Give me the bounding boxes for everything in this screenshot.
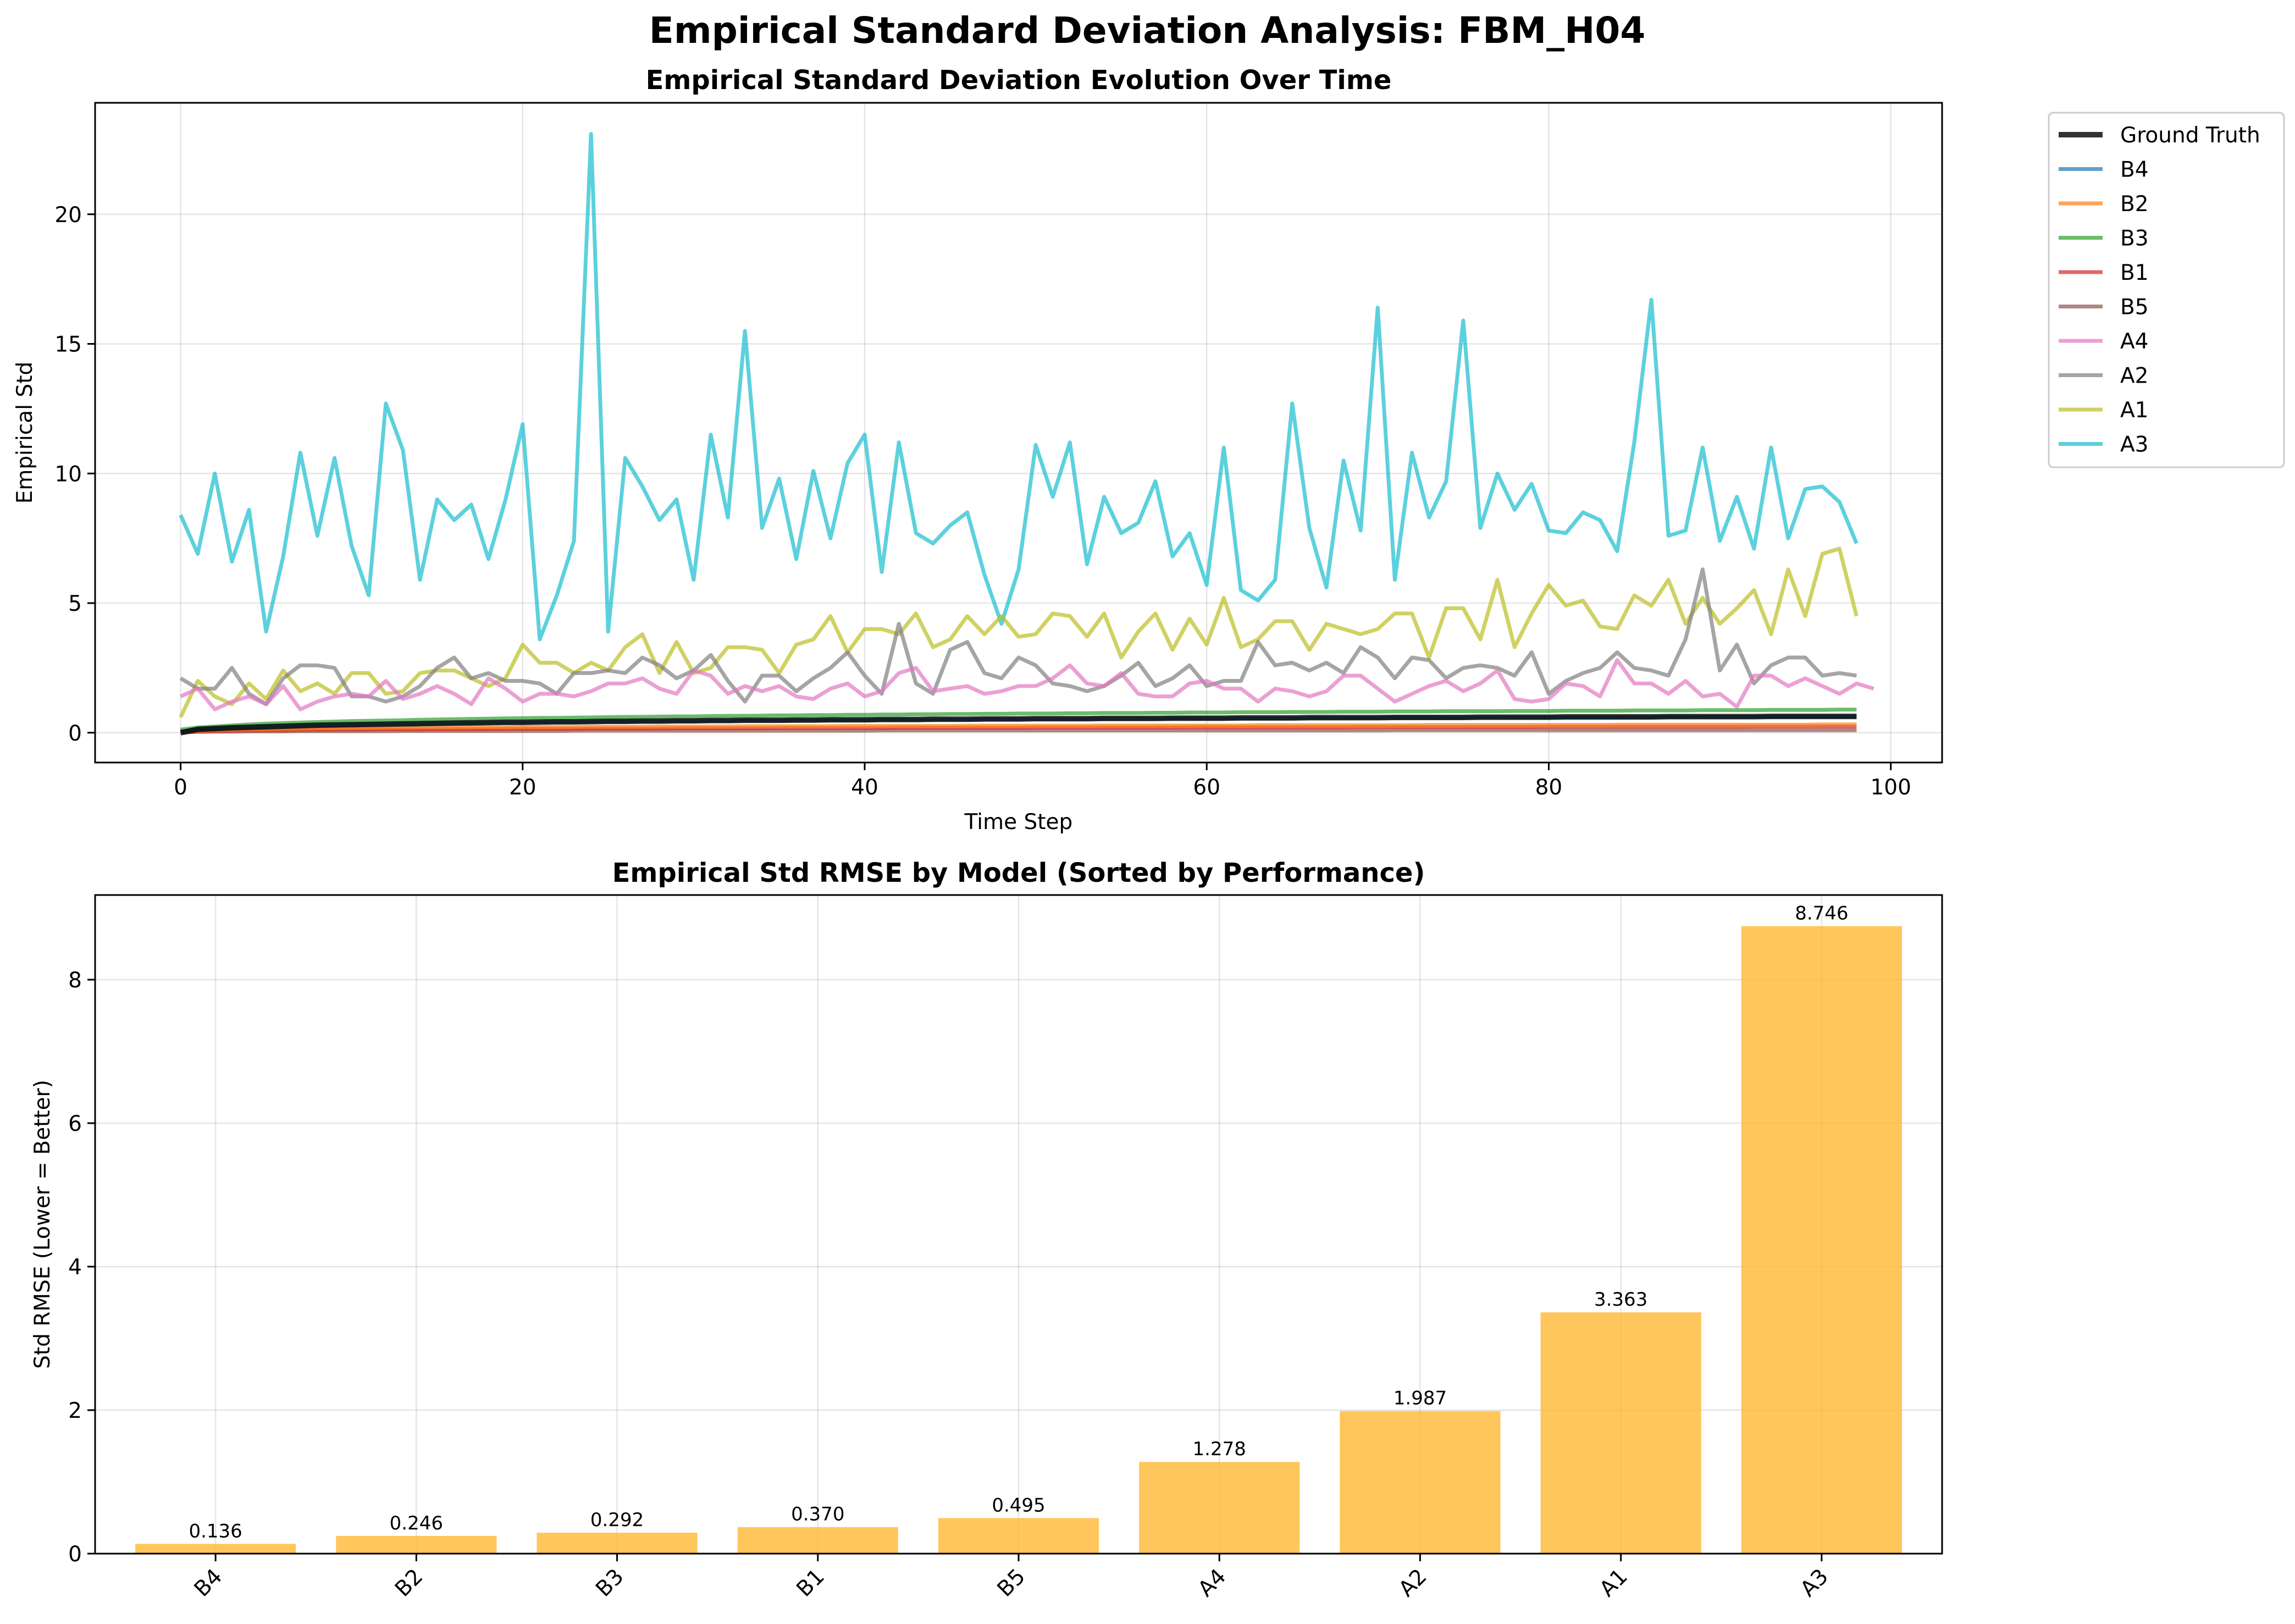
legend-label: A3 — [2120, 433, 2149, 457]
legend-label: B4 — [2120, 158, 2149, 183]
legend-label: B3 — [2120, 227, 2149, 251]
x-tick-label: 80 — [1535, 775, 1563, 800]
y-tick-label: 5 — [68, 592, 82, 616]
y-tick-label: 15 — [54, 333, 82, 357]
series-line-b2 — [180, 722, 1857, 734]
legend-label: B2 — [2120, 192, 2149, 217]
bar-chart: Empirical Std RMSE by Model (Sorted by P… — [30, 858, 1943, 1602]
y-tick-label: 4 — [68, 1255, 82, 1280]
bar-value-label: 0.370 — [791, 1504, 844, 1526]
y-tick-label: 2 — [68, 1399, 82, 1423]
line-chart: Empirical Standard Deviation Evolution O… — [13, 65, 2285, 835]
series-line-ground-truth — [180, 714, 1857, 736]
bar-value-label: 3.363 — [1594, 1289, 1647, 1311]
y-tick-label: 0 — [68, 721, 82, 746]
legend-frame — [2048, 112, 2285, 468]
x-tick-label: 40 — [851, 775, 878, 800]
legend-label: Ground Truth — [2120, 123, 2260, 148]
y-tick-label: 6 — [68, 1112, 82, 1136]
line-chart-axes-frame — [94, 102, 1943, 764]
x-tick-label: 60 — [1193, 775, 1220, 800]
x-tick-label: 100 — [1870, 775, 1911, 800]
line-chart-title: Empirical Standard Deviation Evolution O… — [646, 65, 1392, 96]
y-tick-label: 10 — [54, 462, 82, 487]
bar-value-label: 0.246 — [390, 1512, 443, 1534]
line-chart-series-group — [179, 132, 1874, 736]
legend-label: A2 — [2120, 364, 2149, 389]
y-tick-label: 20 — [54, 203, 82, 228]
series-line-a1 — [179, 546, 1859, 718]
bar-chart-title: Empirical Std RMSE by Model (Sorted by P… — [612, 858, 1425, 888]
bar-b5 — [938, 1518, 1099, 1554]
line-chart-ylabel: Empirical Std — [13, 362, 37, 504]
line-chart-gridlines — [95, 103, 1942, 763]
legend-label: A4 — [2120, 329, 2149, 354]
y-tick-label: 0 — [68, 1542, 82, 1567]
line-chart-legend: Ground Truth B4 B2 B3 B1 B5 A4 A2 A1 A3 — [2048, 112, 2285, 468]
bar-value-label: 0.292 — [590, 1509, 644, 1531]
bar-b1 — [737, 1527, 898, 1554]
legend-label: A1 — [2120, 398, 2149, 423]
y-tick-label: 8 — [68, 968, 82, 993]
line-chart-xlabel: Time Step — [964, 810, 1073, 835]
bar-b2 — [336, 1535, 497, 1554]
bar-value-label: 1.987 — [1393, 1388, 1447, 1410]
series-line-a3 — [179, 132, 1859, 642]
bar-value-label: 0.136 — [189, 1520, 242, 1542]
series-line-b3 — [180, 708, 1857, 732]
line-chart-ticks: 0 20 40 60 80 100 0 5 10 15 20 — [54, 203, 1911, 800]
x-tick-label: 20 — [509, 775, 537, 800]
bar-b3 — [537, 1532, 698, 1554]
bar-value-label: 1.278 — [1193, 1438, 1246, 1460]
bar-a4 — [1139, 1462, 1300, 1554]
bar-chart-ylabel: Std RMSE (Lower = Better) — [30, 1080, 55, 1369]
figure-suptitle: Empirical Standard Deviation Analysis: F… — [649, 9, 1646, 52]
legend-label: B1 — [2120, 261, 2149, 285]
bar-a3 — [1741, 926, 1902, 1554]
x-tick-label: 0 — [174, 775, 187, 800]
bar-value-label: 0.495 — [992, 1494, 1045, 1516]
series-line-a4 — [180, 658, 1874, 711]
legend-label: B5 — [2120, 295, 2149, 320]
bar-a1 — [1540, 1312, 1701, 1554]
bar-a2 — [1340, 1411, 1501, 1554]
bar-b4 — [135, 1544, 296, 1554]
series-line-a2 — [179, 567, 1857, 706]
bar-chart-bars: 0.136 0.246 0.292 0.370 0.495 1.278 1.987 3.363… — [135, 903, 1902, 1554]
bar-value-label: 8.746 — [1795, 903, 1848, 925]
